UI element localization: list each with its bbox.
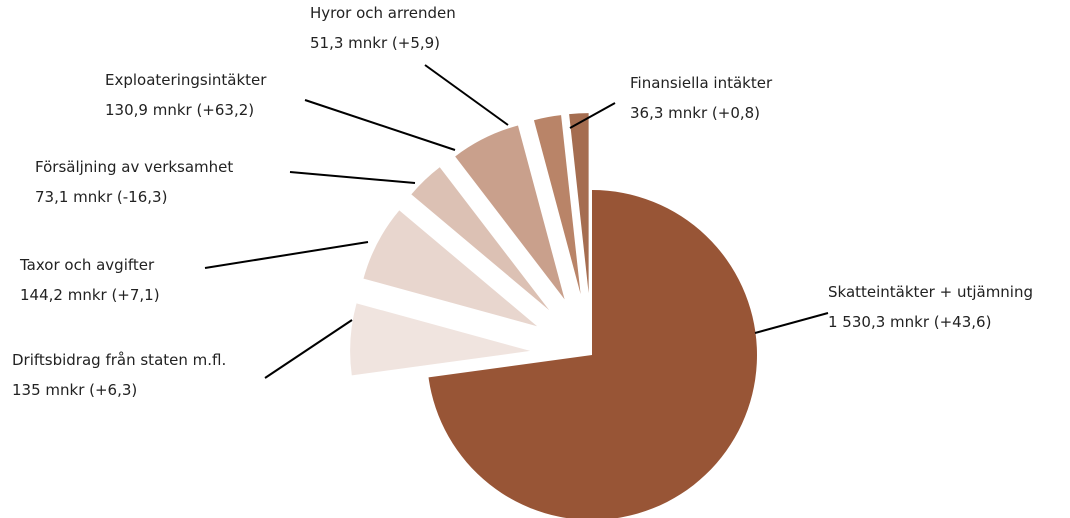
- pie-slice: [533, 115, 581, 295]
- slice-label: Hyror och arrenden: [310, 4, 456, 22]
- slice-label: Skatteintäkter + utjämning: [828, 283, 1033, 301]
- leader-line: [264, 319, 353, 379]
- value-label: 135 mnkr (+6,3): [12, 381, 137, 399]
- value-label: 36,3 mnkr (+0,8): [630, 104, 760, 122]
- value-label: 130,9 mnkr (+63,2): [105, 101, 254, 119]
- slice-label: Försäljning av verksamhet: [35, 158, 233, 176]
- pie-slice: [411, 167, 550, 311]
- pie-slice: [569, 113, 589, 294]
- pie-slice: [363, 210, 538, 327]
- leader-line: [569, 102, 616, 129]
- value-label: 73,1 mnkr (-16,3): [35, 188, 167, 206]
- slice-label: Finansiella intäkter: [630, 74, 773, 92]
- pie-slice: [455, 125, 565, 300]
- slice-label: Exploateringsintäkter: [105, 71, 267, 89]
- value-label: 1 530,3 mnkr (+43,6): [828, 313, 991, 331]
- leader-line: [754, 312, 829, 334]
- slice-label: Driftsbidrag från staten m.fl.: [12, 351, 226, 369]
- pie-slice: [350, 303, 531, 376]
- pie-slice: [428, 190, 757, 518]
- leader-line: [204, 241, 369, 269]
- slice-label: Taxor och avgifter: [19, 256, 155, 274]
- value-label: 51,3 mnkr (+5,9): [310, 34, 440, 52]
- leader-line: [289, 171, 416, 184]
- value-label: 144,2 mnkr (+7,1): [20, 286, 160, 304]
- leader-line: [424, 64, 509, 126]
- leader-line: [304, 99, 456, 151]
